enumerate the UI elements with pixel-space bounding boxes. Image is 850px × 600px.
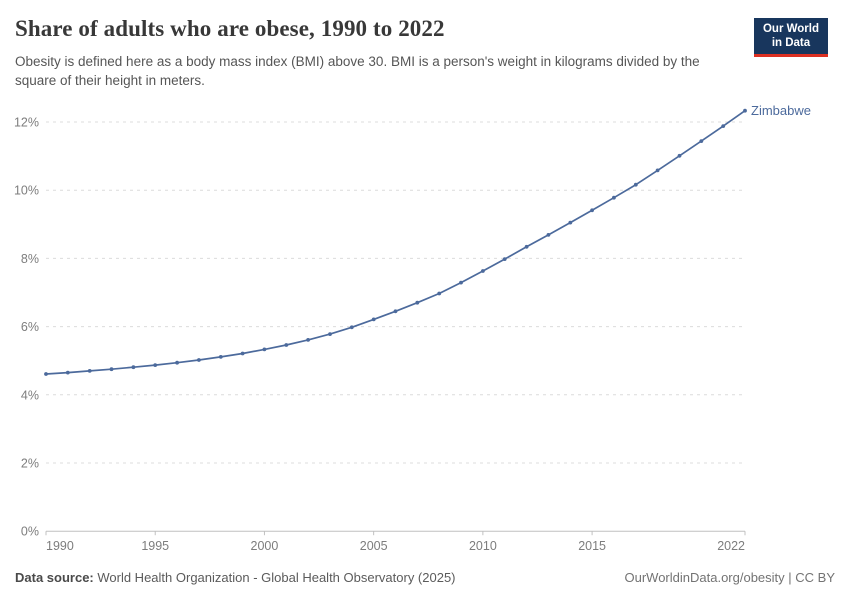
data-point[interactable] [743, 108, 747, 113]
data-point[interactable] [284, 343, 289, 347]
data-point[interactable] [109, 367, 114, 372]
x-axis-label: 1995 [141, 539, 169, 553]
data-point[interactable] [240, 351, 245, 356]
data-point[interactable] [415, 300, 420, 305]
data-point[interactable] [502, 257, 507, 261]
y-axis-label: 10% [14, 184, 39, 198]
data-source-label: Data source: [15, 570, 94, 585]
data-point[interactable] [175, 360, 180, 365]
series-line-zimbabwe[interactable] [45, 109, 746, 375]
data-point[interactable] [481, 269, 485, 273]
x-axis-label: 2010 [469, 539, 497, 553]
data-point[interactable] [459, 280, 463, 285]
chart-footer: Data source: World Health Organization -… [15, 570, 835, 585]
y-axis-label: 0% [21, 525, 39, 539]
data-source: Data source: World Health Organization -… [15, 570, 456, 585]
owid-logo-line2: in Data [771, 37, 811, 50]
data-point[interactable] [568, 220, 573, 225]
chart-subtitle: Obesity is defined here as a body mass i… [15, 54, 700, 89]
data-point[interactable] [131, 365, 136, 370]
x-axis-label: 2015 [578, 539, 606, 553]
data-point[interactable] [87, 369, 92, 373]
data-point[interactable] [371, 317, 376, 322]
data-point[interactable] [262, 347, 267, 352]
data-point[interactable] [218, 355, 223, 359]
y-axis-label: 6% [21, 320, 39, 334]
credit-link[interactable]: OurWorldinData.org/obesity | CC BY [624, 570, 836, 585]
y-axis-label: 8% [21, 252, 39, 266]
data-point[interactable] [153, 363, 158, 367]
data-point[interactable] [197, 358, 201, 362]
data-source-text: World Health Organization - Global Healt… [93, 570, 456, 585]
x-axis-label: 2022 [717, 539, 745, 553]
data-point[interactable] [677, 153, 682, 158]
data-point[interactable] [44, 372, 48, 376]
data-point[interactable] [633, 182, 638, 187]
data-point[interactable] [546, 233, 551, 237]
chart-title: Share of adults who are obese, 1990 to 2… [15, 16, 445, 41]
x-axis-label: 1990 [46, 539, 74, 553]
data-point[interactable] [612, 195, 616, 200]
y-axis-label: 4% [21, 388, 39, 402]
owid-logo-line1: Our World [762, 23, 819, 35]
data-point[interactable] [349, 325, 354, 330]
data-point[interactable] [65, 370, 70, 375]
data-point[interactable] [393, 309, 398, 314]
data-point[interactable] [306, 338, 310, 342]
data-point[interactable] [437, 291, 442, 296]
data-point[interactable] [699, 139, 704, 144]
data-point[interactable] [328, 332, 332, 336]
x-axis-label: 2005 [360, 539, 388, 553]
data-point[interactable] [590, 208, 594, 213]
owid-logo[interactable]: Our World in Data [753, 18, 828, 57]
data-point[interactable] [721, 124, 726, 128]
y-axis-label: 12% [14, 116, 39, 130]
data-point[interactable] [655, 168, 660, 173]
data-point[interactable] [524, 244, 529, 249]
x-axis-label: 2000 [251, 539, 279, 553]
series-label[interactable]: Zimbabwe [751, 103, 811, 118]
y-axis-label: 2% [21, 457, 39, 471]
